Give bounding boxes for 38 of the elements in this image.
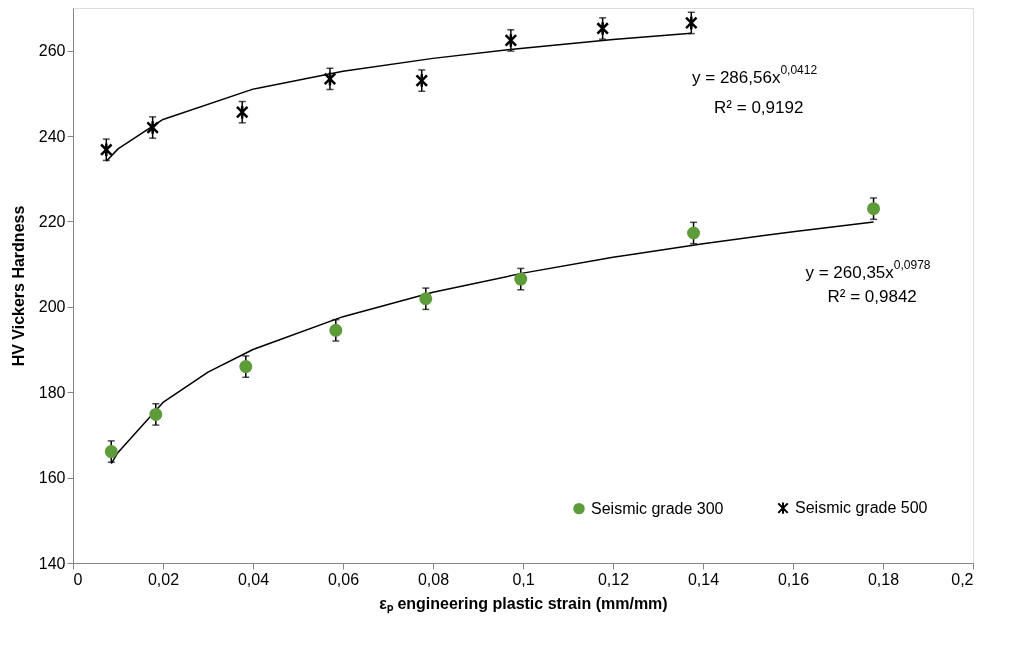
- point: [239, 360, 253, 374]
- y-tick-label: 160: [38, 469, 66, 487]
- y-tick-label: 220: [38, 212, 66, 230]
- x-tick-label: 0,08: [417, 570, 450, 588]
- x-tick-label: 0,06: [327, 570, 360, 588]
- x-tick-label: 0,1: [512, 570, 535, 588]
- x-tick-label: 0,02: [147, 570, 180, 588]
- y-tick-label: 240: [38, 127, 66, 145]
- point: [867, 202, 881, 216]
- point: [99, 142, 113, 158]
- x-tick-label: 0,12: [597, 570, 630, 588]
- annotation: R² = 0,9192: [714, 97, 804, 117]
- point: [415, 73, 429, 89]
- x-tick-label: 0,04: [237, 570, 270, 588]
- point: [235, 104, 249, 120]
- x-tick-label: 0,2: [951, 570, 974, 588]
- y-tick-label: 180: [38, 383, 66, 401]
- y-tick-label: 140: [38, 554, 66, 572]
- point: [104, 445, 118, 459]
- point: [687, 226, 701, 240]
- point: [329, 323, 343, 337]
- y-tick-label: 200: [38, 298, 66, 316]
- point: [514, 272, 528, 286]
- point: [149, 407, 163, 421]
- x-axis-title: εₚ engineering plastic strain (mm/mm): [379, 594, 668, 614]
- annotation: R² = 0,9842: [827, 286, 917, 306]
- legend-label: Seismic grade 300: [591, 499, 724, 517]
- point: [323, 71, 337, 87]
- point: [419, 292, 433, 306]
- legend-label: Seismic grade 500: [795, 499, 928, 517]
- x-tick-label: 0: [73, 570, 83, 588]
- y-axis-title: HV Vickers Hardness: [9, 205, 27, 367]
- y-tick-label: 260: [38, 42, 66, 60]
- x-tick-label: 0,18: [867, 570, 900, 588]
- point: [504, 32, 518, 48]
- point: [146, 120, 160, 136]
- x-tick-label: 0,16: [777, 570, 810, 588]
- x-tick-label: 0,14: [687, 570, 720, 588]
